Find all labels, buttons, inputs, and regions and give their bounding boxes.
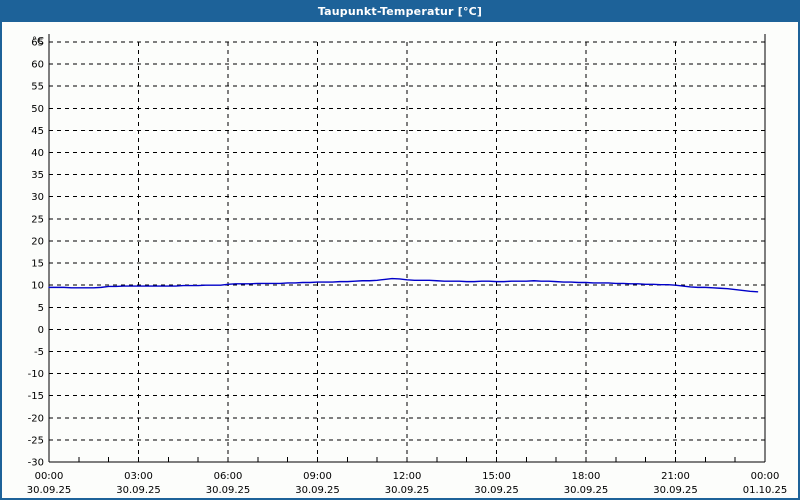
y-axis-tick-label: -30	[28, 458, 44, 469]
line-chart: °C 65605550454035302520151050-5-10-15-20…	[27, 34, 788, 496]
data-series-taupunkt-temperatur	[48, 277, 759, 293]
window-title-bar: Taupunkt-Temperatur [°C]	[0, 0, 800, 22]
plot-frame	[48, 34, 766, 463]
y-axis-tick-label: -20	[28, 413, 44, 424]
x-axis-tick-label: 21:00	[661, 471, 690, 482]
y-axis-tick-label: 10	[31, 281, 44, 292]
y-axis-tick-label: 30	[31, 192, 44, 203]
y-axis-tick-label: 40	[31, 148, 44, 159]
x-axis-date-label: 30.09.25	[116, 485, 161, 496]
y-axis-unit-label: °C	[32, 36, 44, 47]
y-axis-labels: 65605550454035302520151050-5-10-15-20-25…	[28, 38, 44, 469]
y-axis-tick-label: 45	[31, 126, 44, 137]
y-axis-tick-label: -15	[28, 391, 44, 402]
y-axis-tick-label: 5	[38, 303, 44, 314]
y-axis-tick-label: 20	[31, 236, 44, 247]
x-axis-ticks	[48, 457, 766, 462]
chart-canvas-area: °C 65 60 55 50 45 40 35 30 25 20 15 10 5 0 -5 -10 -15 -20…	[2, 22, 798, 498]
y-axis-tick-label: 0	[38, 325, 44, 336]
grid-vertical-group	[138, 42, 676, 462]
y-axis-tick-label: -25	[28, 435, 44, 446]
x-axis-date-label: 30.09.25	[295, 485, 340, 496]
y-axis-tick-label: 60	[31, 60, 44, 71]
x-axis-date-label: 30.09.25	[206, 485, 251, 496]
y-axis-tick-label: 55	[31, 82, 44, 93]
x-axis-tick-label: 18:00	[572, 471, 601, 482]
x-axis-labels: 00:00 30.09.25 03:00 30.09.25 06:00 30.09.25 0…	[27, 471, 788, 496]
x-axis-tick-label: 09:00	[303, 471, 332, 482]
x-axis-date-label: 30.09.25	[27, 485, 72, 496]
x-axis-tick-label: 06:00	[214, 471, 243, 482]
y-axis-tick-label: 15	[31, 259, 44, 270]
x-axis-tick-label: 00:00	[751, 471, 780, 482]
x-axis-date-label: 30.09.25	[564, 485, 609, 496]
x-axis-date-label: 01.10.25	[743, 485, 788, 496]
y-axis-tick-label: 25	[31, 214, 44, 225]
y-axis-tick-label: -10	[28, 369, 44, 380]
x-axis-date-label: 30.09.25	[385, 485, 430, 496]
y-axis-tick-label: -5	[34, 347, 44, 358]
y-axis-tick-label: 50	[31, 104, 44, 115]
y-axis-tick-label: 35	[31, 170, 44, 181]
x-axis-date-label: 30.09.25	[474, 485, 519, 496]
y-axis-tick-label: 65	[31, 38, 44, 49]
x-axis-tick-label: 12:00	[393, 471, 422, 482]
x-axis-tick-label: 00:00	[35, 471, 64, 482]
x-axis-date-label: 30.09.25	[653, 485, 698, 496]
x-axis-tick-label: 15:00	[482, 471, 511, 482]
x-axis-tick-label: 03:00	[124, 471, 153, 482]
page-title: Taupunkt-Temperatur [°C]	[317, 4, 483, 18]
